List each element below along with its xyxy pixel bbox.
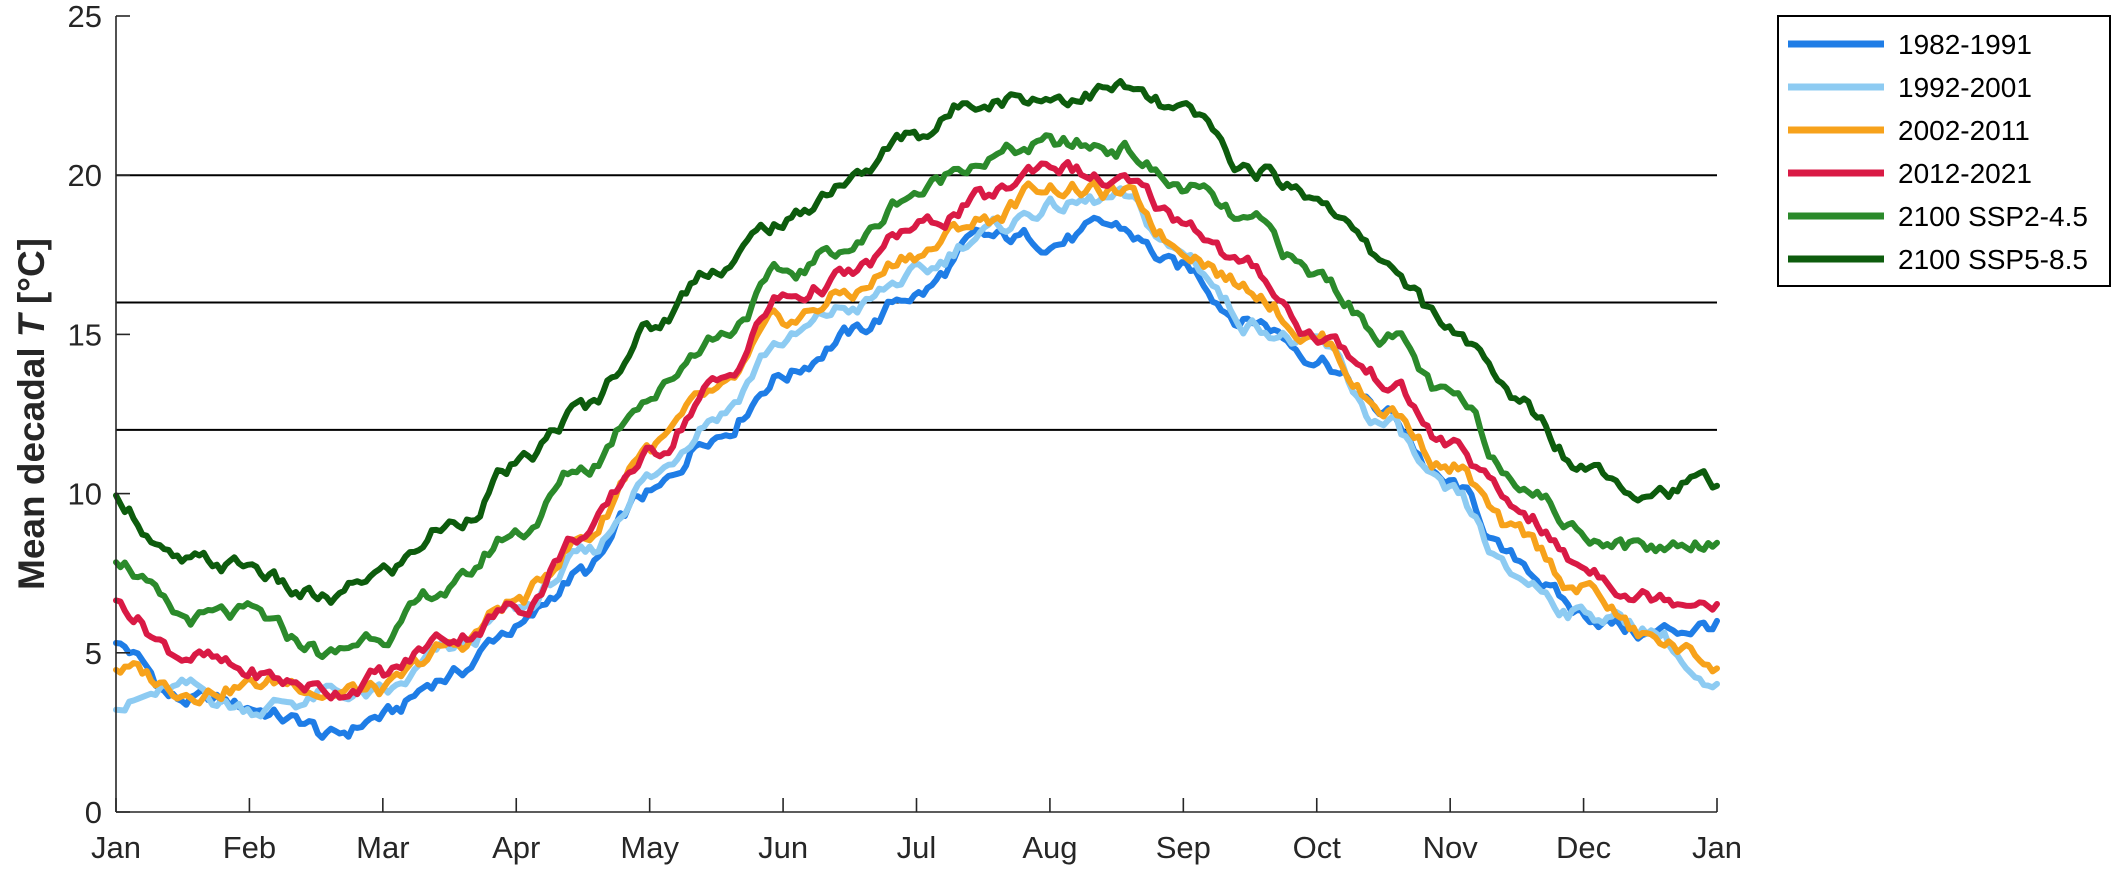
y-tick-label: 20 [68,158,102,193]
y-axis-label-text: Mean decadal [11,337,52,590]
series-lines [113,78,1720,741]
legend-label: 2002-2011 [1898,115,2030,146]
y-axis-label-unit: [°C] [11,238,52,314]
legend-label: 2100 SSP5-8.5 [1898,244,2088,275]
series-line-1982-1991 [113,214,1720,741]
y-tick-label: 10 [68,477,102,512]
x-tick-label: Aug [1022,830,1077,865]
series-line-2100-ssp5-8-5 [113,78,1720,606]
x-tick-label: Jan [91,830,141,865]
series-line-2012-2021 [113,159,1720,702]
x-tick-label: Dec [1556,830,1611,865]
series-line-2100-ssp2-4-5 [113,132,1720,660]
x-tick-label: Jan [1692,830,1742,865]
x-tick-label: Jun [758,830,808,865]
x-tick-label: Nov [1423,830,1479,865]
legend-box [1777,15,2111,287]
y-axis-label-symbol: T [11,311,52,337]
legend-label: 2012-2021 [1898,158,2032,189]
reference-lines [116,174,1717,431]
x-tick-label: Sep [1156,830,1211,865]
legend-label: 1992-2001 [1898,72,2032,103]
y-tick-label: 15 [68,317,102,352]
y-tick-label: 5 [85,636,102,671]
x-tick-label: Mar [356,830,409,865]
series-line-1992-2001 [113,185,1720,720]
series-line-2002-2011 [113,179,1720,707]
y-ticks: 0 5 10 15 20 25 [68,0,130,830]
x-tick-label: Jul [897,830,937,865]
x-tick-label: Feb [223,830,276,865]
x-tick-label: Oct [1293,830,1342,865]
y-axis-label: Mean decadal T [°C] [11,238,52,590]
legend-label: 2100 SSP2-4.5 [1898,201,2088,232]
x-tick-label: May [620,830,679,865]
x-tick-label: Apr [492,830,540,865]
y-tick-label: 25 [68,0,102,34]
legend: 1982-1991 1992-2001 2002-2011 2012-2021 2100… [1777,15,2111,287]
x-ticks: Jan Feb Mar Apr May Jun Jul Aug Sep Oct Nov Dec Jan [91,798,1742,865]
legend-label: 1982-1991 [1898,29,2032,60]
y-tick-label: 0 [85,795,102,830]
